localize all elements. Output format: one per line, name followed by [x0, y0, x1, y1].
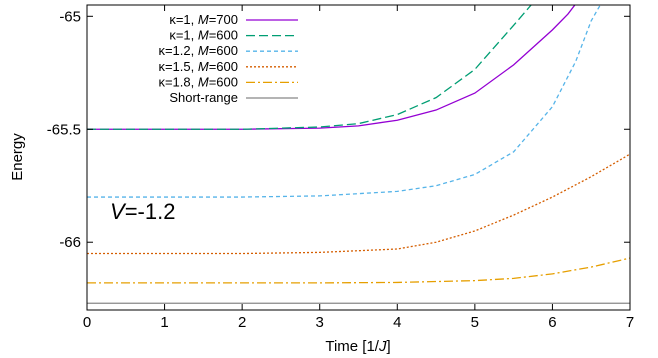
y-axis-title: Energy [9, 133, 26, 181]
series-line [87, 5, 576, 130]
plot-area [87, 5, 630, 304]
legend-label: κ=1, M=600 [169, 28, 238, 43]
annotation-v-value: V=-1.2 [110, 199, 175, 224]
series-line [87, 153, 630, 255]
plot-frame [86, 4, 631, 311]
legend-label: κ=1, M=700 [169, 12, 238, 27]
x-tick-label: 0 [83, 314, 91, 331]
x-tick-label: 7 [626, 314, 634, 331]
x-tick-label: 1 [160, 314, 168, 331]
y-tick-label: -65.5 [47, 121, 81, 138]
legend-label: κ=1.8, M=600 [158, 74, 238, 89]
series-line [87, 5, 602, 198]
legend-label: κ=1.2, M=600 [158, 43, 238, 58]
x-tick-label: 5 [471, 314, 479, 331]
x-axis: 0 1 2 3 4 5 6 7 [83, 5, 634, 331]
series-line [87, 257, 630, 284]
series-line [87, 5, 532, 130]
legend-label: Short-range [169, 90, 238, 105]
legend-label: κ=1.5, M=600 [158, 59, 238, 74]
x-tick-label: 2 [238, 314, 246, 331]
y-tick-label: -65 [59, 8, 81, 25]
x-tick-label: 3 [316, 314, 324, 331]
x-tick-label: 6 [548, 314, 556, 331]
x-tick-label: 4 [393, 314, 401, 331]
x-axis-title: Time [1/J] [325, 338, 390, 355]
y-tick-label: -66 [59, 234, 81, 251]
y-axis: -65 -65.5 -66 [47, 8, 630, 251]
